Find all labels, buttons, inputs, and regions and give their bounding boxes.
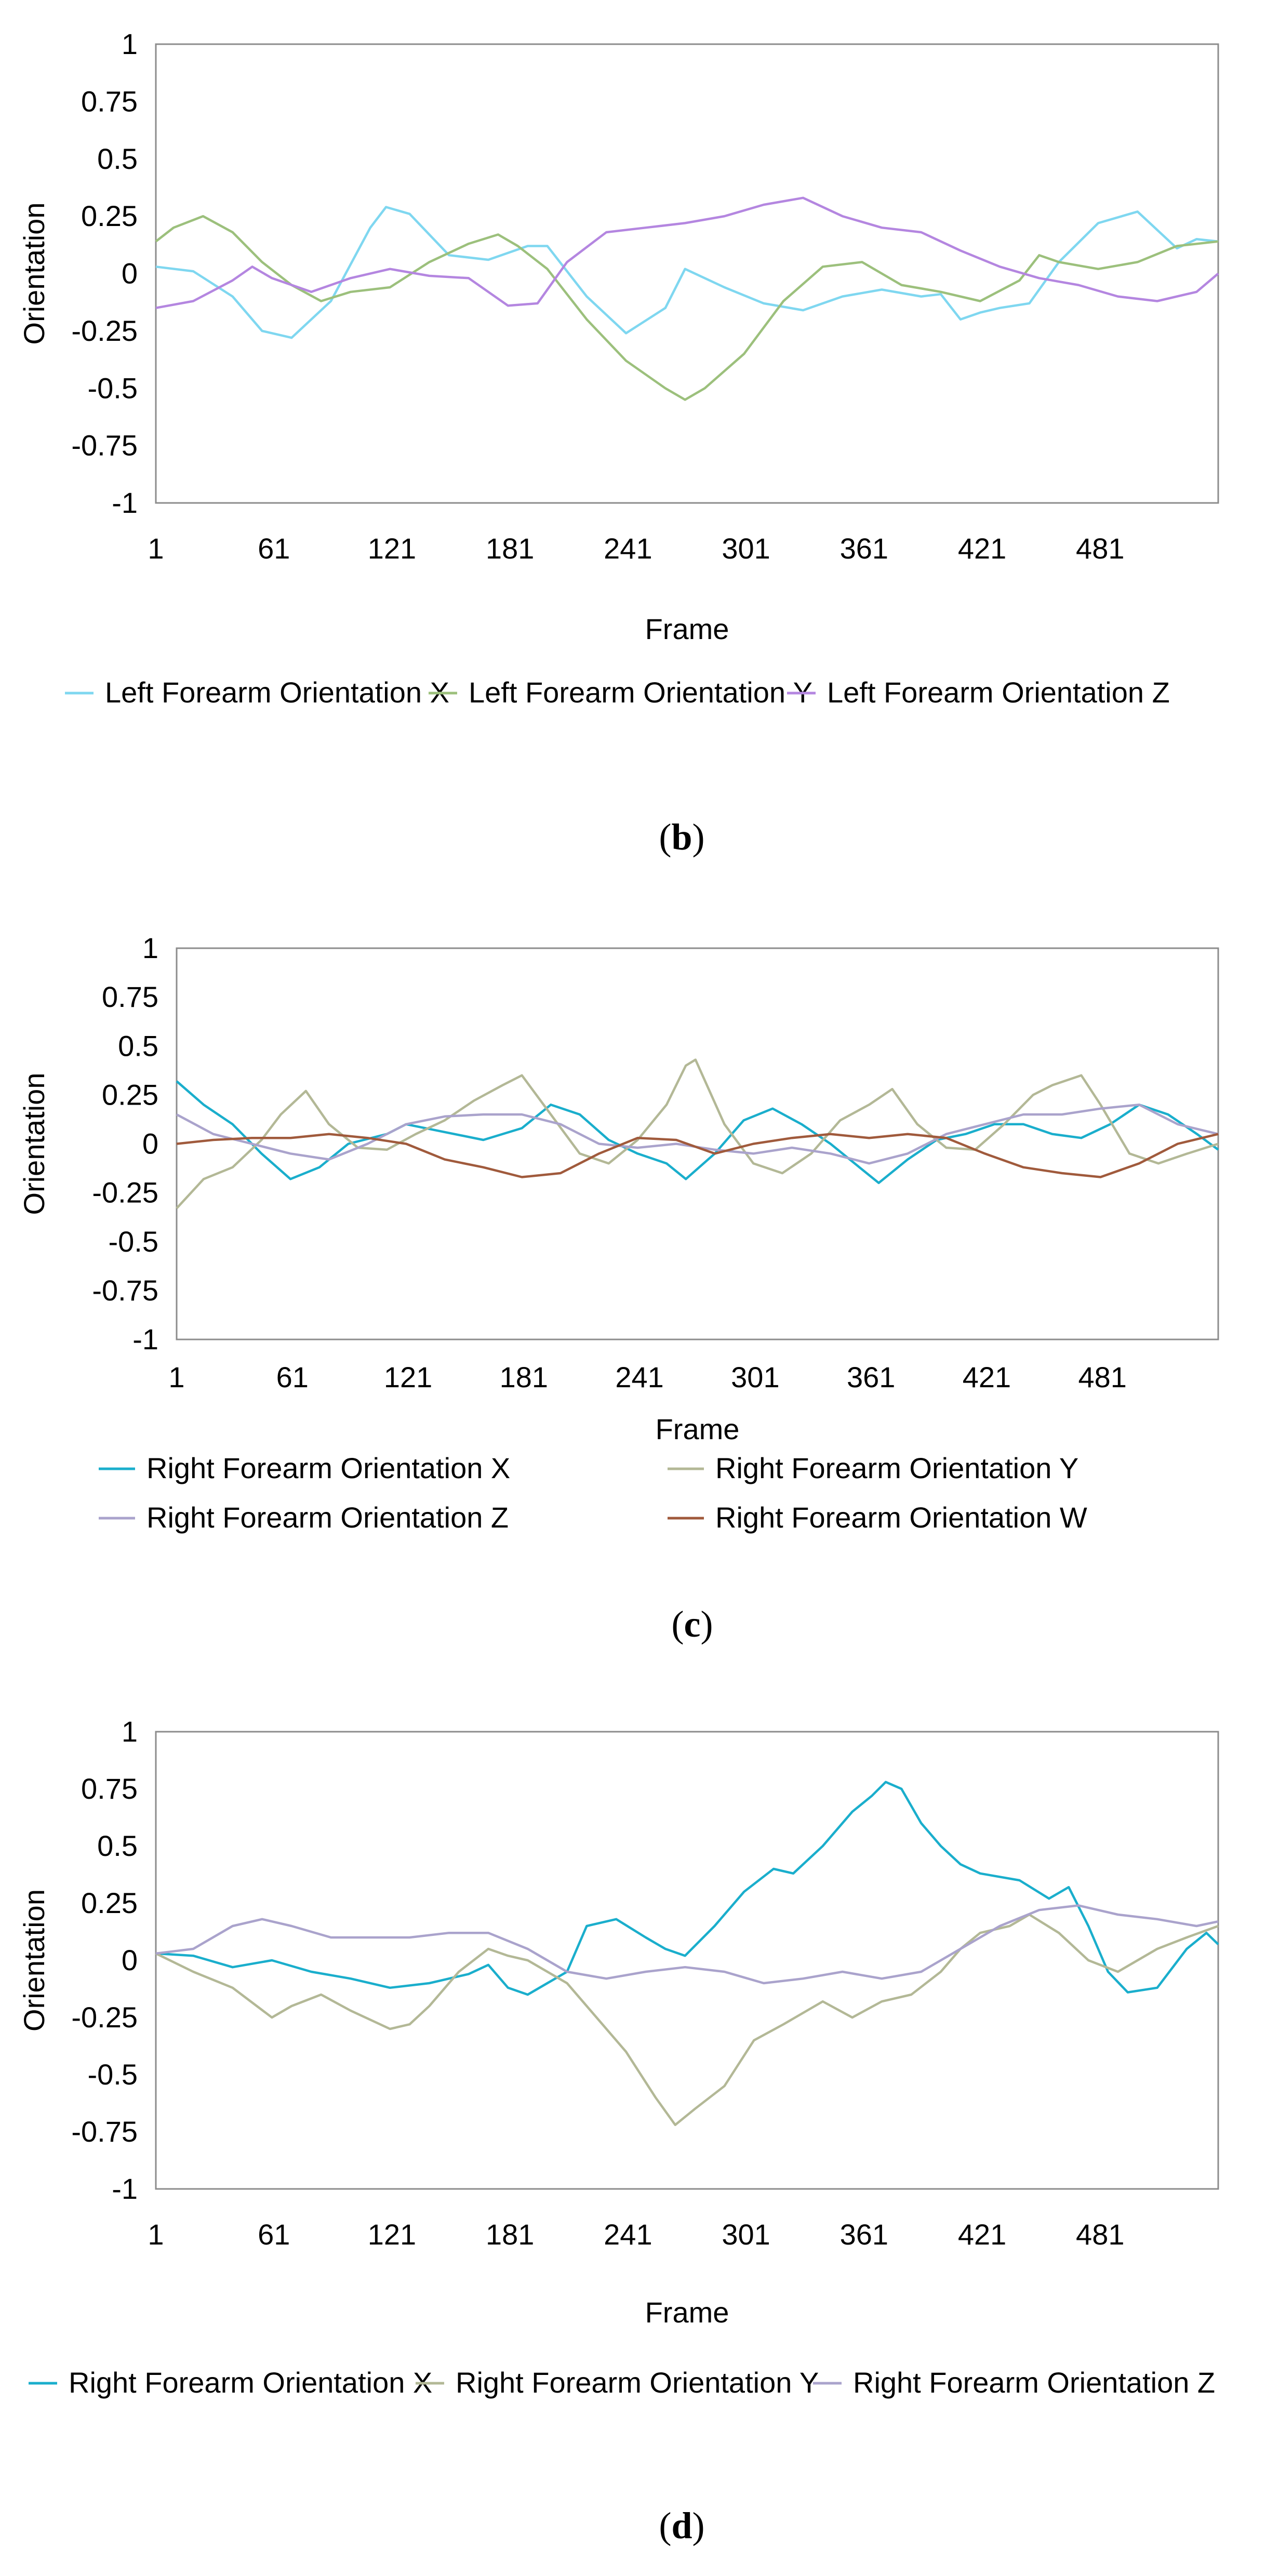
x-tick-label: 301 [722,2218,770,2251]
y-tick-label: 0.25 [81,200,138,232]
y-axis-label: Orientation [18,1889,50,2031]
series-line-2 [155,215,1219,401]
y-tick-label: 0.75 [81,85,138,117]
y-tick-label: -0.5 [88,2058,138,2091]
y-tick-label: -0.25 [71,2001,138,2034]
y-tick-label: 0.25 [81,1887,138,1919]
legend-label: Right Forearm Orientation Z [853,2366,1215,2399]
legend-label: Right Forearm Orientation X [69,2366,432,2399]
chart-panel-b: 1 0.75 0.5 0.25 0 -0.25 -0.5 -0.75 -1 1 61 121 181 24… [18,28,1219,858]
y-tick-label: 0 [122,257,138,290]
y-axis-label: Orientation [18,1073,50,1215]
x-tick-label: 421 [958,532,1006,565]
y-tick-label: 1 [122,1715,138,1748]
x-tick-label: 241 [615,1361,663,1393]
y-tick-label: 0.5 [97,1829,138,1862]
y-tick-label: -0.75 [71,429,138,462]
y-tick-label: -1 [112,2172,138,2205]
legend-label: Left Forearm Orientation Z [827,676,1170,709]
x-tick-label: 301 [731,1361,779,1393]
y-tick-label: 0 [142,1127,158,1160]
x-tick-label: 121 [368,532,416,565]
x-tick-label: 481 [1078,1361,1127,1393]
y-tick-label: -0.25 [71,314,138,347]
y-axis-label: Orientation [18,203,50,345]
y-tick-label: 0.5 [118,1029,158,1062]
y-tick-label: 0.75 [81,1772,138,1805]
x-tick-label: 61 [276,1361,309,1393]
series-line-4 [176,1133,1219,1178]
x-tick-label: 361 [840,2218,888,2251]
series-line-1 [155,1781,1219,1996]
x-axis-label: Frame [645,2296,729,2329]
x-tick-label: 301 [722,532,770,565]
panel-caption: (d) [659,2505,704,2546]
x-tick-label: 1 [148,532,164,565]
y-tick-label: -0.75 [71,2115,138,2148]
x-tick-label: 361 [847,1361,895,1393]
y-tick-label: 1 [142,932,158,964]
x-tick-label: 61 [258,2218,290,2251]
x-tick-label: 241 [604,2218,652,2251]
x-axis-label: Frame [645,613,729,645]
legend-label: Right Forearm Orientation Y [456,2366,819,2399]
x-tick-label: 61 [258,532,290,565]
y-tick-label: -1 [132,1323,158,1356]
x-tick-label: 421 [958,2218,1006,2251]
y-tick-label: 0.75 [102,980,158,1013]
legend-label: Right Forearm Orientation X [146,1452,510,1484]
panel-caption: (c) [672,1603,713,1645]
y-tick-label: -0.25 [92,1176,158,1209]
x-tick-label: 121 [384,1361,432,1393]
series-line-1 [155,206,1219,339]
y-tick-label: -0.5 [88,371,138,404]
legend-label: Right Forearm Orientation W [715,1501,1087,1534]
series-line-3 [155,196,1219,309]
y-tick-label: -0.5 [109,1225,159,1258]
y-tick-label: -0.75 [92,1274,158,1307]
panel-caption: (b) [659,816,704,858]
legend-label: Left Forearm Orientation X [105,676,449,709]
x-axis-label: Frame [656,1413,740,1445]
x-tick-label: 181 [486,532,534,565]
plot-area-border [155,1731,1219,2190]
y-tick-label: 0 [122,1944,138,1976]
plot-area-border [176,947,1219,1340]
chart-panel-d: 1 0.75 0.5 0.25 0 -0.25 -0.5 -0.75 -1 1 61 121 181 24… [18,1715,1219,2546]
x-tick-label: 421 [963,1361,1011,1393]
legend-label: Right Forearm Orientation Z [146,1501,509,1534]
legend-label: Right Forearm Orientation Y [715,1452,1078,1484]
x-tick-label: 1 [148,2218,164,2251]
x-tick-label: 181 [486,2218,534,2251]
y-tick-label: 1 [122,28,138,60]
x-tick-label: 121 [368,2218,416,2251]
series-line-1 [176,1080,1219,1185]
y-tick-label: 0.5 [97,142,138,175]
plot-area-border [155,43,1219,504]
x-tick-label: 481 [1076,532,1124,565]
x-tick-label: 1 [168,1361,184,1393]
legend-label: Left Forearm Orientation Y [469,676,812,709]
x-tick-label: 241 [604,532,652,565]
chart-panel-c: 1 0.75 0.5 0.25 0 -0.25 -0.5 -0.75 -1 1 61 121 181 24… [18,932,1219,1645]
series-line-2 [155,1913,1219,2127]
x-tick-label: 181 [500,1361,548,1393]
y-tick-label: 0.25 [102,1078,158,1111]
series-line-3 [155,1904,1219,1985]
x-tick-label: 481 [1076,2218,1124,2251]
x-tick-label: 361 [840,532,888,565]
y-tick-label: -1 [112,486,138,519]
